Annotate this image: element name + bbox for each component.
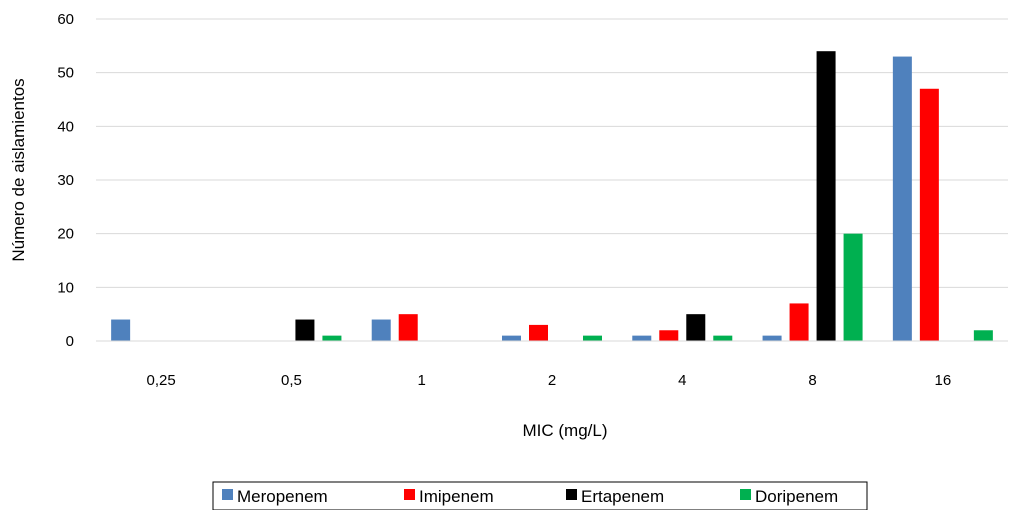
- x-axis-title: MIC (mg/L): [523, 421, 608, 440]
- x-tick-label: 8: [808, 372, 816, 389]
- legend-label-ertapenem: Ertapenem: [581, 487, 664, 506]
- x-tick-label: 4: [678, 372, 686, 389]
- bar-ertapenem-4: [686, 314, 706, 341]
- bar-doripenem-8: [843, 233, 863, 341]
- legend-label-meropenem: Meropenem: [237, 487, 328, 506]
- legend-swatch-meropenem: [222, 489, 233, 500]
- y-axis-tick-labels: 0 10 20 30 40 50 60: [57, 11, 74, 350]
- bar-doripenem-4: [713, 335, 733, 341]
- bar-ertapenem-0-5: [295, 319, 315, 341]
- y-tick-label: 30: [57, 172, 74, 189]
- bar-doripenem-2: [583, 335, 602, 341]
- legend-box: [212, 481, 868, 510]
- bar-imipenem-16: [919, 88, 939, 342]
- bars: [111, 51, 993, 342]
- legend-label-imipenem: Imipenem: [419, 487, 494, 506]
- y-tick-label: 0: [66, 333, 74, 350]
- gridlines: [96, 18, 1008, 288]
- x-tick-label: 2: [548, 372, 556, 389]
- legend-swatch-ertapenem: [566, 489, 577, 500]
- y-axis-title: Número de aislamientos: [9, 78, 28, 261]
- bar-meropenem-2: [502, 335, 521, 341]
- y-tick-label: 20: [57, 226, 74, 243]
- bar-meropenem-0-25: [111, 319, 131, 341]
- x-axis-tick-labels: 0,25 0,5 1 2 4 8 16: [147, 372, 952, 389]
- bar-imipenem-2: [529, 324, 548, 341]
- bar-doripenem-16: [973, 330, 993, 341]
- bar-meropenem-4: [632, 335, 652, 341]
- bar-imipenem-1: [398, 314, 418, 341]
- bar-imipenem-4: [659, 330, 679, 341]
- legend: Meropenem Imipenem Ertapenem Doripenem: [212, 481, 868, 510]
- legend-swatch-imipenem: [404, 489, 415, 500]
- legend-label-doripenem: Doripenem: [755, 487, 838, 506]
- bar-meropenem-16: [892, 56, 912, 342]
- bar-meropenem-8: [762, 335, 782, 341]
- x-tick-label: 1: [418, 372, 426, 389]
- legend-swatch-doripenem: [740, 489, 751, 500]
- y-tick-label: 40: [57, 118, 74, 135]
- bar-imipenem-8: [789, 303, 809, 341]
- y-tick-label: 10: [57, 279, 74, 296]
- x-tick-label: 16: [935, 372, 952, 389]
- x-tick-label: 0,25: [147, 372, 176, 389]
- bar-meropenem-1: [371, 319, 391, 341]
- bar-ertapenem-8: [816, 51, 836, 341]
- y-tick-label: 60: [57, 11, 74, 28]
- y-tick-label: 50: [57, 65, 74, 82]
- bar-doripenem-0-5: [322, 335, 342, 341]
- x-tick-label: 0,5: [281, 372, 302, 389]
